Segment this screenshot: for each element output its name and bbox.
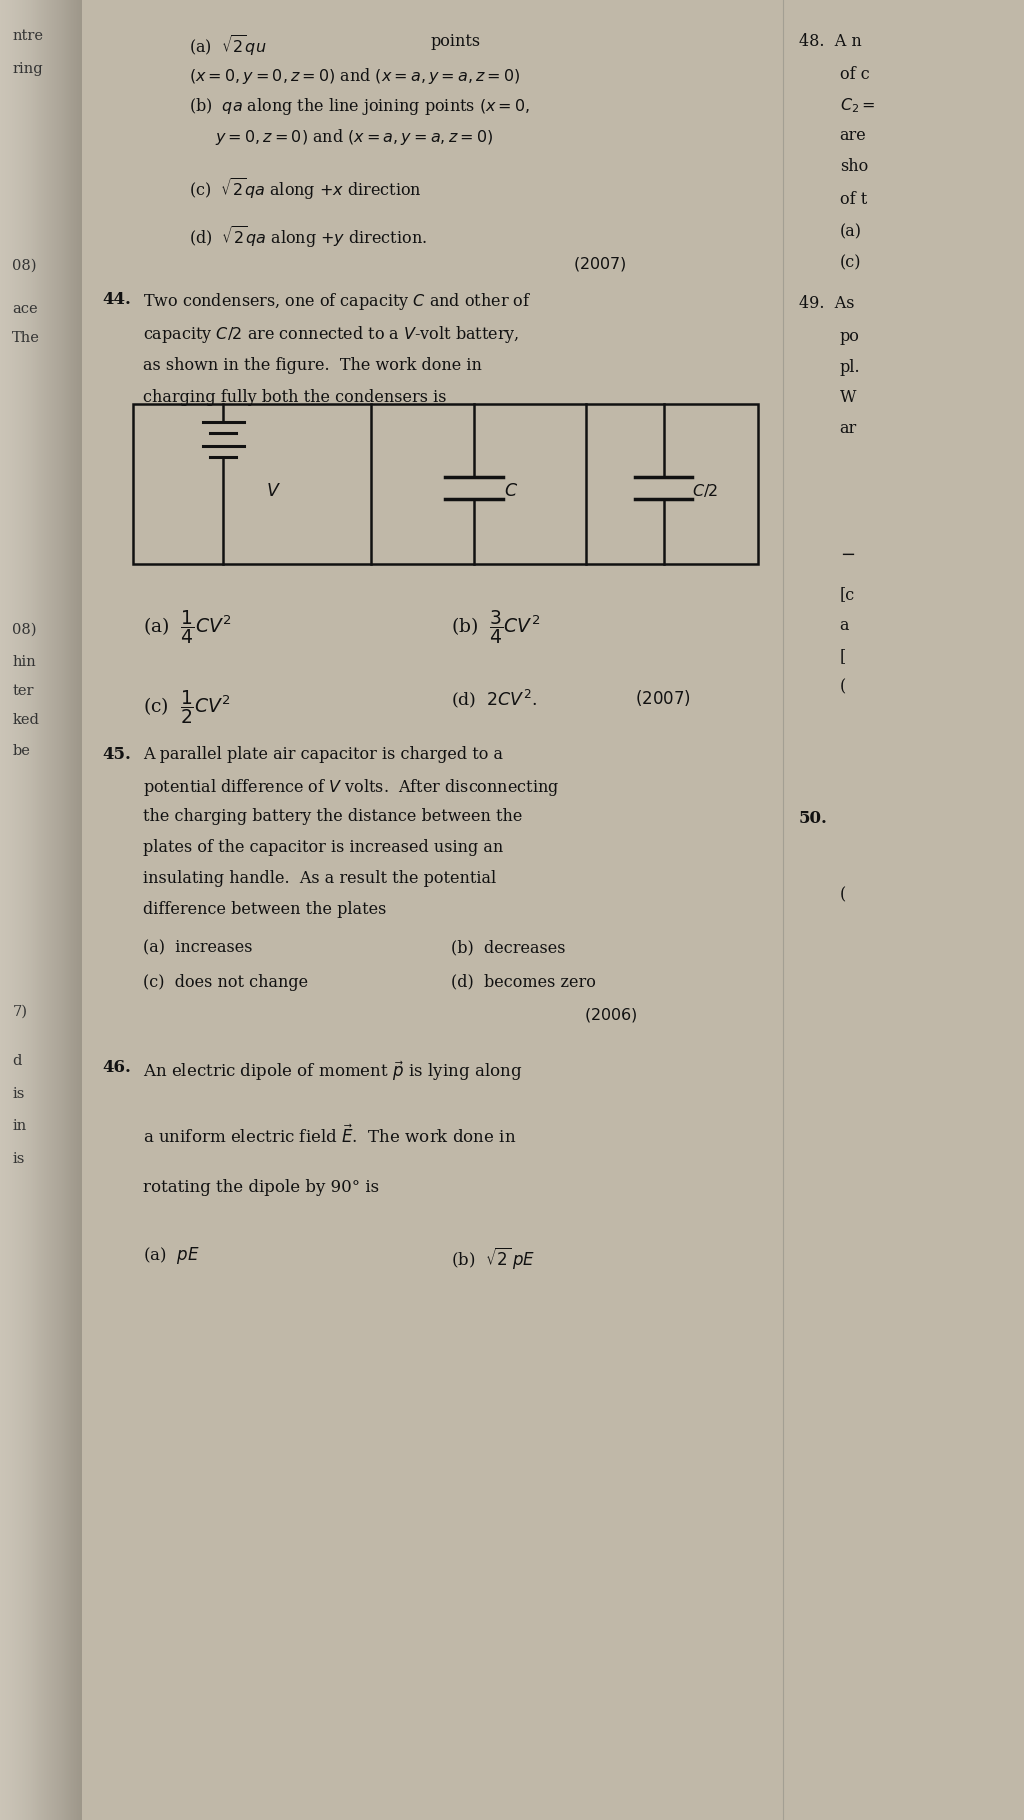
Text: $(2007)$: $(2007)$ — [635, 688, 691, 708]
Text: a uniform electric field $\vec{E}$.  The work done in: a uniform electric field $\vec{E}$. The … — [143, 1125, 517, 1147]
Text: A parallel plate air capacitor is charged to a: A parallel plate air capacitor is charge… — [143, 746, 504, 763]
Text: ntre: ntre — [12, 29, 43, 44]
Text: (: ( — [840, 679, 846, 695]
Text: (a)  $\sqrt{2}qu$: (a) $\sqrt{2}qu$ — [189, 33, 267, 58]
Text: [: [ — [840, 648, 846, 664]
Text: $C_2=$: $C_2=$ — [840, 96, 876, 115]
Text: are: are — [840, 127, 866, 144]
Text: (c)  $\dfrac{1}{2}CV^2$: (c) $\dfrac{1}{2}CV^2$ — [143, 688, 231, 726]
Text: be: be — [12, 744, 30, 759]
Text: ring: ring — [12, 62, 43, 76]
Text: $(x=0, y=0, z=0)$ and $(x=a, y=a, z=0)$: $(x=0, y=0, z=0)$ and $(x=a, y=a, z=0)$ — [189, 66, 521, 86]
Text: of c: of c — [840, 66, 869, 82]
Text: charging fully both the condensers is: charging fully both the condensers is — [143, 389, 446, 406]
Text: d: d — [12, 1054, 22, 1068]
Text: as shown in the figure.  The work done in: as shown in the figure. The work done in — [143, 357, 482, 373]
Text: po: po — [840, 328, 859, 344]
Text: ace: ace — [12, 302, 38, 317]
Text: 49.  As: 49. As — [799, 295, 854, 311]
Text: 44.: 44. — [102, 291, 131, 308]
Text: 46.: 46. — [102, 1059, 131, 1076]
Text: (b)  decreases: (b) decreases — [451, 939, 565, 956]
Text: pl.: pl. — [840, 359, 860, 375]
Text: $C/2$: $C/2$ — [692, 482, 719, 500]
Text: 08): 08) — [12, 622, 37, 637]
Text: (: ( — [840, 886, 846, 903]
Text: difference between the plates: difference between the plates — [143, 901, 387, 917]
Text: in: in — [12, 1119, 27, 1134]
Text: $(2006)$: $(2006)$ — [584, 1006, 638, 1025]
Text: (c)  $\sqrt{2}qa$ along $+x$ direction: (c) $\sqrt{2}qa$ along $+x$ direction — [189, 177, 422, 202]
Text: hin: hin — [12, 655, 36, 670]
Text: a: a — [840, 617, 849, 633]
Text: the charging battery the distance between the: the charging battery the distance betwee… — [143, 808, 522, 824]
Text: 08): 08) — [12, 258, 37, 273]
Text: (d)  becomes zero: (d) becomes zero — [451, 974, 595, 990]
Text: 48.  A n: 48. A n — [799, 33, 861, 49]
Bar — [133, 404, 758, 564]
Text: (c)  does not change: (c) does not change — [143, 974, 308, 990]
Text: (b)  $\sqrt{2}\,pE$: (b) $\sqrt{2}\,pE$ — [451, 1245, 535, 1270]
Text: $(2007)$: $(2007)$ — [573, 255, 628, 273]
Text: (a)  $pE$: (a) $pE$ — [143, 1245, 200, 1267]
Text: of t: of t — [840, 191, 867, 207]
Text: 45.: 45. — [102, 746, 131, 763]
Text: (a)  increases: (a) increases — [143, 939, 253, 956]
Text: The: The — [12, 331, 40, 346]
Text: W: W — [840, 389, 856, 406]
Text: sho: sho — [840, 158, 868, 175]
Text: ter: ter — [12, 684, 34, 699]
Text: points: points — [430, 33, 480, 49]
Text: is: is — [12, 1087, 25, 1101]
Text: (b)  $\dfrac{3}{4}CV^2$: (b) $\dfrac{3}{4}CV^2$ — [451, 608, 540, 646]
Text: rotating the dipole by 90° is: rotating the dipole by 90° is — [143, 1179, 380, 1196]
Text: 7): 7) — [12, 1005, 28, 1019]
Text: plates of the capacitor is increased using an: plates of the capacitor is increased usi… — [143, 839, 504, 855]
Text: ar: ar — [840, 420, 857, 437]
Text: (d)  $\sqrt{2}qa$ along $+y$ direction.: (d) $\sqrt{2}qa$ along $+y$ direction. — [189, 224, 427, 249]
Text: −: − — [840, 546, 855, 564]
Text: (a): (a) — [840, 224, 861, 240]
Text: is: is — [12, 1152, 25, 1167]
Text: An electric dipole of moment $\vec{p}$ is lying along: An electric dipole of moment $\vec{p}$ i… — [143, 1059, 522, 1083]
Text: $V$: $V$ — [266, 482, 282, 500]
Text: $C$: $C$ — [504, 482, 518, 500]
Text: ked: ked — [12, 713, 39, 728]
Text: $y=0, z=0)$ and $(x=a, y=a, z=0)$: $y=0, z=0)$ and $(x=a, y=a, z=0)$ — [215, 127, 494, 147]
Text: capacity $C/2$ are connected to a $V$-volt battery,: capacity $C/2$ are connected to a $V$-vo… — [143, 324, 520, 346]
Text: insulating handle.  As a result the potential: insulating handle. As a result the poten… — [143, 870, 497, 886]
Text: (a)  $\dfrac{1}{4}CV^2$: (a) $\dfrac{1}{4}CV^2$ — [143, 608, 231, 646]
Text: potential difference of $V$ volts.  After disconnecting: potential difference of $V$ volts. After… — [143, 777, 559, 799]
Text: (d)  $2CV^2$.: (d) $2CV^2$. — [451, 688, 537, 710]
Text: [c: [c — [840, 586, 855, 602]
Text: 50.: 50. — [799, 810, 827, 826]
Text: (c): (c) — [840, 255, 861, 271]
Text: Two condensers, one of capacity $C$ and other of: Two condensers, one of capacity $C$ and … — [143, 291, 531, 313]
Text: (b)  $qa$ along the line joining points $(x=0,$: (b) $qa$ along the line joining points $… — [189, 96, 530, 118]
